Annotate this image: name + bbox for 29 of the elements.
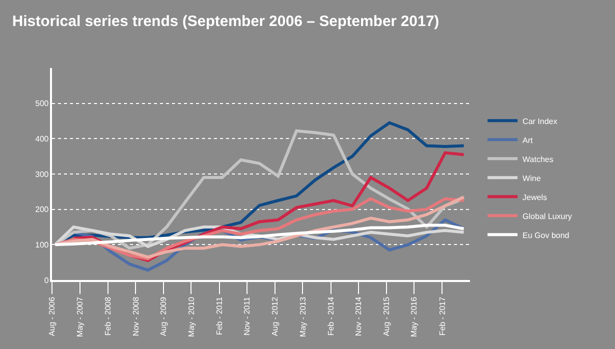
x-tick-label: Aug - 2015: [382, 296, 391, 336]
x-tick-label: Feb - 2011: [214, 296, 224, 336]
x-tick-label: Aug - 2012: [270, 296, 280, 336]
y-tick-label: 200: [35, 205, 50, 214]
legend-label: Jewels: [522, 192, 547, 202]
legend-label: Global Luxury: [522, 212, 572, 221]
legend-label: Art: [522, 136, 534, 145]
x-tick-label: May - 2007: [75, 296, 84, 337]
x-tick-label: Feb - 2017: [438, 296, 447, 336]
x-tick-label: Feb - 2014: [326, 296, 336, 336]
x-tick-label: Aug - 2006: [48, 296, 57, 336]
x-tick-label: Nov - 2014: [354, 296, 364, 336]
x-tick-label: Nov - 2011: [242, 296, 252, 336]
y-tick-label: 300: [35, 170, 50, 179]
legend-label: Wine: [522, 174, 542, 183]
x-tick-label: Nov - 2008: [131, 296, 140, 336]
x-tick-label: May - 2016: [410, 296, 419, 337]
chart-title: Historical series trends (September 2006 – September 2017): [12, 13, 440, 30]
y-tick-label: 500: [35, 99, 50, 108]
legend-label: Eu Gov bond: [522, 230, 570, 240]
legend-label: Watches: [522, 154, 554, 164]
y-tick-label: 400: [35, 134, 50, 144]
y-tick-label: 0: [44, 276, 50, 285]
x-tick-label: May - 2013: [298, 296, 308, 337]
x-tick-label: Aug - 2009: [159, 296, 168, 336]
legend-label: Car Index: [522, 116, 558, 126]
x-tick-label: May - 2010: [186, 296, 196, 337]
y-tick-label: 100: [35, 240, 50, 250]
x-tick-label: Feb - 2008: [103, 296, 112, 336]
